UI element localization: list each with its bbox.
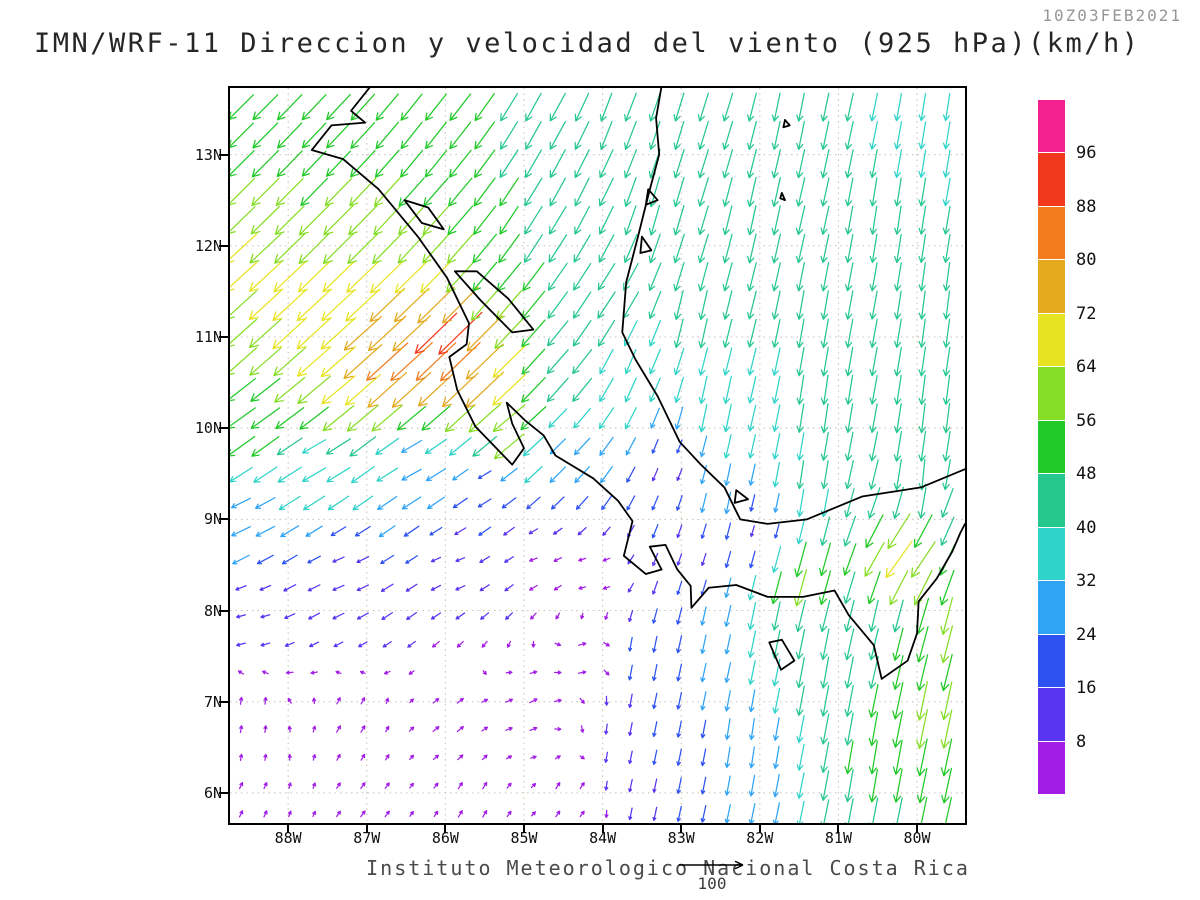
lat-tick-label: 12N — [194, 236, 222, 255]
colorbar-tick-label: 88 — [1076, 196, 1097, 217]
source-caption: Instituto Meteorologico Nacional Costa R… — [366, 856, 970, 880]
colorbar-tick-label: 56 — [1076, 410, 1097, 431]
colorbar-segment — [1038, 634, 1065, 689]
lon-tick-label: 83W — [667, 829, 695, 847]
lon-tick-mark — [916, 825, 919, 833]
colorbar-segment — [1038, 100, 1065, 154]
lon-tick-label: 88W — [274, 829, 302, 847]
run-datetime: 10Z03FEB2021 — [1042, 6, 1182, 25]
lon-tick-label: 80W — [903, 829, 931, 847]
colorbar-segment — [1038, 420, 1065, 475]
lat-tick-mark — [219, 244, 228, 247]
lon-tick-mark — [758, 825, 761, 833]
lat-tick-label: 8N — [203, 601, 222, 620]
colorbar-tick-label: 80 — [1076, 250, 1097, 271]
lon-tick-mark — [444, 825, 447, 833]
lon-tick-mark — [523, 825, 525, 833]
lon-tick-label: 81W — [824, 829, 852, 847]
colorbar-segment — [1038, 688, 1065, 742]
lat-tick-mark — [219, 153, 228, 156]
lat-tick-mark — [219, 335, 228, 338]
colorbar-tick-label: 40 — [1076, 517, 1097, 538]
colorbar-tick-label: 8 — [1076, 731, 1087, 752]
lat-tick-label: 13N — [194, 145, 222, 164]
colorbar-segment — [1038, 581, 1065, 635]
map-plot-frame — [228, 86, 967, 825]
colorbar-tick-label: 24 — [1076, 624, 1097, 645]
lat-tick-label: 6N — [203, 783, 222, 802]
colorbar-segment — [1038, 474, 1065, 528]
lat-tick-label: 10N — [194, 419, 222, 438]
colorbar-segment — [1038, 741, 1065, 796]
chart-title: IMN/WRF-11 Direccion y velocidad del vie… — [34, 28, 1141, 59]
lat-tick-mark — [219, 518, 228, 521]
lon-tick-mark — [365, 825, 368, 833]
colorbar-tick-label: 32 — [1076, 571, 1097, 592]
lon-tick-label: 87W — [353, 829, 381, 847]
colorbar-segment — [1038, 367, 1065, 421]
colorbar-tick-label: 96 — [1076, 143, 1097, 164]
colorbar-segment — [1038, 153, 1065, 207]
colorbar-segment — [1038, 527, 1065, 582]
lon-tick-mark — [837, 825, 840, 833]
reference-vector: 100 — [678, 858, 762, 896]
colorbar-segment — [1038, 206, 1065, 261]
lon-tick-mark — [601, 825, 604, 833]
lon-tick-mark — [680, 825, 683, 833]
wind-speed-colorbar — [1038, 100, 1065, 796]
lat-tick-label: 11N — [194, 327, 222, 346]
colorbar-segment — [1038, 313, 1065, 368]
lon-tick-label: 82W — [746, 829, 774, 847]
lat-tick-label: 9N — [203, 510, 222, 529]
colorbar-tick-label: 64 — [1076, 357, 1097, 378]
lon-tick-label: 85W — [510, 829, 538, 847]
lat-tick-mark — [219, 791, 228, 794]
reference-vector-label: 100 — [697, 874, 727, 893]
wind-vector-map-canvas — [230, 88, 965, 823]
lat-tick-label: 7N — [203, 692, 222, 711]
colorbar-tick-label: 16 — [1076, 678, 1097, 699]
lon-tick-label: 86W — [431, 829, 459, 847]
colorbar-segment — [1038, 260, 1065, 314]
lat-tick-mark — [219, 609, 228, 612]
lat-tick-mark — [219, 700, 228, 703]
lat-tick-mark — [219, 427, 228, 430]
reference-arrow-icon — [679, 860, 744, 870]
colorbar-tick-label: 48 — [1076, 464, 1097, 485]
lon-tick-label: 84W — [589, 829, 617, 847]
colorbar-tick-label: 72 — [1076, 303, 1097, 324]
lon-tick-mark — [287, 825, 290, 833]
